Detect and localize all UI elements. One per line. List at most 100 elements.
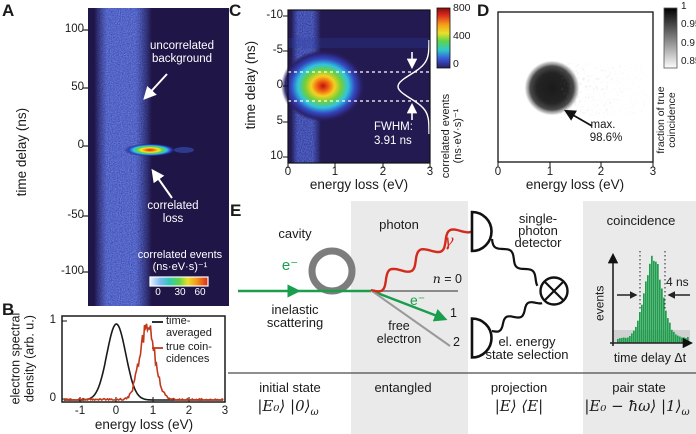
arrow-to-loss-icon: [151, 168, 173, 199]
panel-c-xtick: 3: [426, 166, 434, 178]
arrow-to-max-icon: [563, 109, 593, 127]
coincidence-title: coincidence: [606, 213, 676, 228]
panel-d-xtick: 0: [494, 166, 502, 178]
energy-state-selection-label: state selection: [485, 347, 569, 362]
panel-a-colorbar-tick: 0: [155, 287, 161, 298]
panel-c-colorbar-tick: 800: [453, 2, 471, 14]
panel-c-xtick: 1: [331, 166, 339, 178]
panel-c-colorbar: [436, 7, 451, 69]
max-fraction-annotation: 98.6%: [589, 132, 623, 144]
level-1-label: 1: [450, 306, 457, 320]
cavity-label: cavity: [278, 226, 312, 241]
panel-a-yticks-marks: [83, 29, 88, 273]
panel-c-ytick: -10: [266, 9, 283, 21]
pair-state-label: pair state: [612, 380, 666, 395]
initial-state-formula: |E₀⟩ |0⟩ω: [257, 397, 319, 418]
panel-a-ytick: -50: [67, 209, 84, 221]
panel-d-colorbar-label: fraction of true coincidence: [655, 86, 678, 154]
free-electron-label: electron: [376, 332, 422, 346]
panel-c-colorbar-tick: 400: [453, 30, 471, 42]
panel-c-ytick: -5: [272, 44, 283, 56]
fwhm-annotation: 3.91 ns: [374, 135, 412, 147]
panel-b-curves: [63, 323, 224, 402]
gamma-label: γ: [444, 231, 454, 250]
inelastic-scattering-label: scattering: [266, 315, 324, 330]
annotation-uncorrelated-background: uncorrelated: [150, 40, 214, 52]
single-photon-detector-icon: [470, 210, 493, 253]
panel-d-x-axis-label: energy loss (eV): [525, 177, 625, 192]
panel-d-colorbar-tick: 0.85: [681, 56, 696, 67]
cavity-ring-icon: [308, 247, 356, 295]
panel-c-heatmap: [281, 7, 451, 168]
panel-c-profile-curve: [397, 40, 430, 134]
panel-c-ytick: 5: [276, 115, 283, 127]
panel-d-colorbar-tick: 1: [681, 1, 687, 12]
scatter-trail: [562, 66, 658, 114]
panel-d-colorbar-tick: 0.95: [681, 19, 696, 30]
legend-true-coincidences: true coin-: [166, 341, 212, 353]
energy-state-selection-label: el. energy: [498, 334, 556, 349]
free-electron-label: free: [388, 319, 410, 333]
panel-b-xtick: 1: [149, 405, 157, 417]
panel-e-diagram: [228, 201, 696, 434]
panel-c-colorbar-tick: 0: [453, 58, 459, 70]
fwhm-annotation: FWHM:: [374, 121, 413, 133]
events-axis-label: events: [592, 285, 607, 321]
panel-d-colorbar-tick: 0.9: [681, 38, 695, 49]
fwhm-4ns-label: 4 ns: [666, 275, 689, 289]
panel-b-ytick: 0: [49, 392, 56, 404]
level-2-label: 2: [453, 335, 460, 349]
electron-level1-arrow: [371, 289, 448, 322]
photon-wave-and-fibers: [370, 228, 543, 333]
panel-c-label: C: [229, 1, 242, 20]
annotation-correlated-loss: correlated: [147, 200, 199, 212]
panel-c-colorbar-label: correlated events (ns·eV·s)⁻¹: [440, 93, 464, 179]
electron-in-label: e⁻: [281, 257, 299, 274]
panel-c-x-axis-label: energy loss (eV): [309, 177, 409, 192]
time-delay-axis-label: time delay Δt: [613, 351, 687, 365]
panel-b-label: B: [2, 300, 15, 319]
panel-d-xtick: 2: [597, 166, 605, 178]
panel-b-xtick: -1: [74, 405, 86, 417]
arrow-to-background-icon: [143, 73, 168, 100]
initial-state-label: initial state: [259, 380, 321, 395]
correlated-loss-spot: [124, 143, 176, 157]
level-n0-label: n = 0: [432, 271, 462, 286]
pair-state-formula: |E₀ − ħω⟩ |1⟩ω: [584, 397, 690, 418]
panel-c-ytick: 0: [276, 79, 283, 91]
panel-c-xtick: 0: [284, 166, 292, 178]
projection-label: projection: [490, 380, 548, 395]
panel-a-ytick: 100: [64, 23, 84, 35]
panel-b-plot: [61, 315, 226, 403]
panel-b-xtick: 0: [112, 405, 120, 417]
annotation-correlated-loss: loss: [162, 213, 184, 225]
panel-d-xtick: 3: [649, 166, 657, 178]
panel-a-label: A: [2, 1, 15, 20]
panel-b-y-axis-label: electron spectral: [8, 312, 23, 405]
level-2-line: [371, 290, 451, 347]
panel-d-xtick: 1: [546, 166, 554, 178]
panel-a-heatmap: [83, 8, 229, 306]
panel-a-colorbar: [149, 276, 209, 287]
annotation-uncorrelated-background: background: [151, 53, 213, 65]
photon-label: photon: [379, 217, 419, 232]
panel-a-ytick: -100: [60, 265, 84, 277]
panel-b-xtick: 2: [185, 405, 193, 417]
projection-formula: |E⟩ ⟨E|: [494, 397, 544, 415]
entangled-state-label: entangled: [374, 380, 432, 395]
panel-b-ytick: 1: [49, 314, 56, 326]
panel-a-colorbar-tick: 60: [194, 287, 206, 298]
panel-a-colorbar-tick: 30: [174, 287, 186, 298]
energy-selection-detector-icon: [470, 317, 493, 359]
coincidence-peak-blob: [281, 50, 365, 122]
single-photon-detector-label: detector: [514, 235, 562, 250]
single-photon-detector-label: photon: [518, 223, 558, 238]
panel-e-label: E: [230, 201, 242, 220]
panel-b-xtick: 3: [221, 405, 229, 417]
panel-c-ytick: 10: [270, 150, 283, 162]
panel-a-colorbar-units: (ns·eV·s)⁻¹: [152, 261, 208, 273]
panel-a-ytick: 0: [77, 139, 84, 151]
inelastic-scattering-label: inelastic: [271, 302, 319, 317]
panel-c-xtick: 2: [379, 166, 387, 178]
